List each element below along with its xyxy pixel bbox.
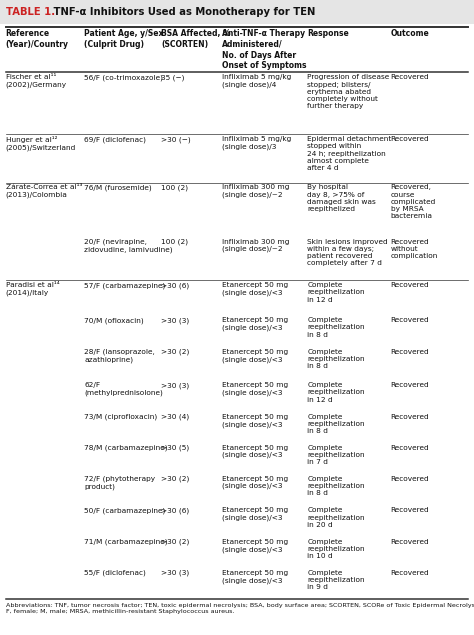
Text: Complete
reepithelization
in 8 d: Complete reepithelization in 8 d (307, 476, 365, 496)
Text: Etanercept 50 mg
(single dose)/<3: Etanercept 50 mg (single dose)/<3 (222, 282, 288, 296)
Text: >30 (2): >30 (2) (161, 349, 190, 355)
Text: Complete
reepithelization
in 9 d: Complete reepithelization in 9 d (307, 570, 365, 591)
Text: Complete
reepithelization
in 12 d: Complete reepithelization in 12 d (307, 382, 365, 403)
Text: Hunger et al¹²
(2005)/Switzerland: Hunger et al¹² (2005)/Switzerland (6, 136, 76, 150)
Text: 100 (2): 100 (2) (161, 239, 188, 245)
Text: >30 (−): >30 (−) (161, 136, 191, 142)
Text: Complete
reepithelization
in 8 d: Complete reepithelization in 8 d (307, 317, 365, 338)
Text: Progression of disease
stopped; blisters/
erythema abated
completely without
fur: Progression of disease stopped; blisters… (307, 74, 390, 109)
Text: Recovered: Recovered (391, 136, 429, 142)
Text: Recovered: Recovered (391, 444, 429, 451)
Text: 56/F (co-trimoxazole): 56/F (co-trimoxazole) (84, 74, 164, 81)
Text: Recovered: Recovered (391, 476, 429, 481)
Text: 35 (−): 35 (−) (161, 74, 185, 81)
Text: Etanercept 50 mg
(single dose)/<3: Etanercept 50 mg (single dose)/<3 (222, 382, 288, 396)
Text: Complete
reepithelization
in 8 d: Complete reepithelization in 8 d (307, 349, 365, 370)
Text: Recovered,
course
complicated
by MRSA
bacteremia: Recovered, course complicated by MRSA ba… (391, 184, 436, 220)
Text: Complete
reepithelization
in 8 d: Complete reepithelization in 8 d (307, 414, 365, 434)
Text: Recovered: Recovered (391, 349, 429, 355)
Text: 71/M (carbamazepine): 71/M (carbamazepine) (84, 539, 168, 545)
Text: Complete
reepithelization
in 7 d: Complete reepithelization in 7 d (307, 444, 365, 465)
Text: Recovered: Recovered (391, 74, 429, 80)
Text: Etanercept 50 mg
(single dose)/<3: Etanercept 50 mg (single dose)/<3 (222, 444, 288, 458)
Text: Complete
reepithelization
in 20 d: Complete reepithelization in 20 d (307, 507, 365, 528)
Text: Outcome: Outcome (391, 29, 429, 38)
Text: >30 (3): >30 (3) (161, 570, 190, 577)
Text: 69/F (diclofenac): 69/F (diclofenac) (84, 136, 146, 142)
Text: Etanercept 50 mg
(single dose)/<3: Etanercept 50 mg (single dose)/<3 (222, 570, 288, 584)
Text: 20/F (nevirapine,
zidovudine, lamivudine): 20/F (nevirapine, zidovudine, lamivudine… (84, 239, 173, 253)
Text: 55/F (diclofenac): 55/F (diclofenac) (84, 570, 146, 577)
Text: Anti-TNF-α Therapy
Administered/
No. of Days After
Onset of Symptoms: Anti-TNF-α Therapy Administered/ No. of … (222, 29, 306, 70)
Text: TABLE 1.: TABLE 1. (6, 7, 55, 17)
Text: >30 (3): >30 (3) (161, 317, 190, 324)
Text: Zárate-Correa et al¹³
(2013)/Colombia: Zárate-Correa et al¹³ (2013)/Colombia (6, 184, 82, 198)
Text: 57/F (carbamazepine): 57/F (carbamazepine) (84, 282, 166, 288)
Text: Infliximab 300 mg
(single dose)/~2: Infliximab 300 mg (single dose)/~2 (222, 184, 289, 198)
Text: 73/M (ciprofloxacin): 73/M (ciprofloxacin) (84, 414, 158, 420)
Text: Etanercept 50 mg
(single dose)/<3: Etanercept 50 mg (single dose)/<3 (222, 414, 288, 427)
Text: >30 (6): >30 (6) (161, 282, 190, 288)
Text: Recovered: Recovered (391, 507, 429, 513)
Text: Etanercept 50 mg
(single dose)/<3: Etanercept 50 mg (single dose)/<3 (222, 476, 288, 490)
Text: >30 (6): >30 (6) (161, 507, 190, 514)
Text: Recovered: Recovered (391, 382, 429, 388)
Text: Abbreviations: TNF, tumor necrosis factor; TEN, toxic epidermal necrolysis; BSA,: Abbreviations: TNF, tumor necrosis facto… (6, 603, 474, 614)
Text: >30 (5): >30 (5) (161, 444, 190, 451)
Text: Infliximab 5 mg/kg
(single dose)/3: Infliximab 5 mg/kg (single dose)/3 (222, 136, 291, 150)
Text: Recovered: Recovered (391, 282, 429, 288)
Text: 62/F
(methylprednisolone): 62/F (methylprednisolone) (84, 382, 163, 396)
Text: Etanercept 50 mg
(single dose)/<3: Etanercept 50 mg (single dose)/<3 (222, 539, 288, 552)
Text: Fischer et al¹¹
(2002)/Germany: Fischer et al¹¹ (2002)/Germany (6, 74, 67, 88)
Text: Complete
reepithelization
in 10 d: Complete reepithelization in 10 d (307, 539, 365, 559)
Text: Recovered: Recovered (391, 414, 429, 420)
Text: Recovered: Recovered (391, 570, 429, 576)
Text: Etanercept 50 mg
(single dose)/<3: Etanercept 50 mg (single dose)/<3 (222, 317, 288, 331)
Text: 100 (2): 100 (2) (161, 184, 188, 191)
Text: Patient Age, y/Sex
(Culprit Drug): Patient Age, y/Sex (Culprit Drug) (84, 29, 164, 49)
Text: >30 (2): >30 (2) (161, 476, 190, 482)
Text: Infliximab 5 mg/kg
(single dose)/4: Infliximab 5 mg/kg (single dose)/4 (222, 74, 291, 88)
Text: 78/M (carbamazepine): 78/M (carbamazepine) (84, 444, 168, 451)
Text: Epidermal detachment
stopped within
24 h; reepithelization
almost complete
after: Epidermal detachment stopped within 24 h… (307, 136, 392, 171)
Text: Response: Response (307, 29, 349, 38)
Text: 72/F (phytotherapy
product): 72/F (phytotherapy product) (84, 476, 155, 490)
Text: Recovered: Recovered (391, 539, 429, 545)
Text: Infliximab 300 mg
(single dose)/~2: Infliximab 300 mg (single dose)/~2 (222, 239, 289, 252)
Text: 50/F (carbamazepine): 50/F (carbamazepine) (84, 507, 166, 514)
Text: Etanercept 50 mg
(single dose)/<3: Etanercept 50 mg (single dose)/<3 (222, 507, 288, 521)
Text: By hospital
day 8, >75% of
damaged skin was
reepithelized: By hospital day 8, >75% of damaged skin … (307, 184, 376, 212)
Text: Etanercept 50 mg
(single dose)/<3: Etanercept 50 mg (single dose)/<3 (222, 349, 288, 363)
Text: >30 (4): >30 (4) (161, 414, 190, 420)
Text: Recovered
without
complication: Recovered without complication (391, 239, 438, 259)
Text: 76/M (furosemide): 76/M (furosemide) (84, 184, 152, 191)
Text: Paradisi et al¹⁴
(2014)/Italy: Paradisi et al¹⁴ (2014)/Italy (6, 282, 59, 296)
Text: Recovered: Recovered (391, 317, 429, 323)
Text: TNF-α Inhibitors Used as Monotherapy for TEN: TNF-α Inhibitors Used as Monotherapy for… (50, 7, 315, 17)
Text: Reference
(Year)/Country: Reference (Year)/Country (6, 29, 69, 49)
Text: 28/F (lansoprazole,
azathioprine): 28/F (lansoprazole, azathioprine) (84, 349, 155, 363)
Bar (0, 0, 474, 24)
Text: 70/M (ofloxacin): 70/M (ofloxacin) (84, 317, 144, 324)
Text: Complete
reepithelization
in 12 d: Complete reepithelization in 12 d (307, 282, 365, 302)
Text: >30 (2): >30 (2) (161, 539, 190, 545)
Text: >30 (3): >30 (3) (161, 382, 190, 389)
Text: BSA Affected, %
(SCORTEN): BSA Affected, % (SCORTEN) (161, 29, 231, 49)
Text: Skin lesions improved
within a few days;
patient recovered
completely after 7 d: Skin lesions improved within a few days;… (307, 239, 388, 267)
